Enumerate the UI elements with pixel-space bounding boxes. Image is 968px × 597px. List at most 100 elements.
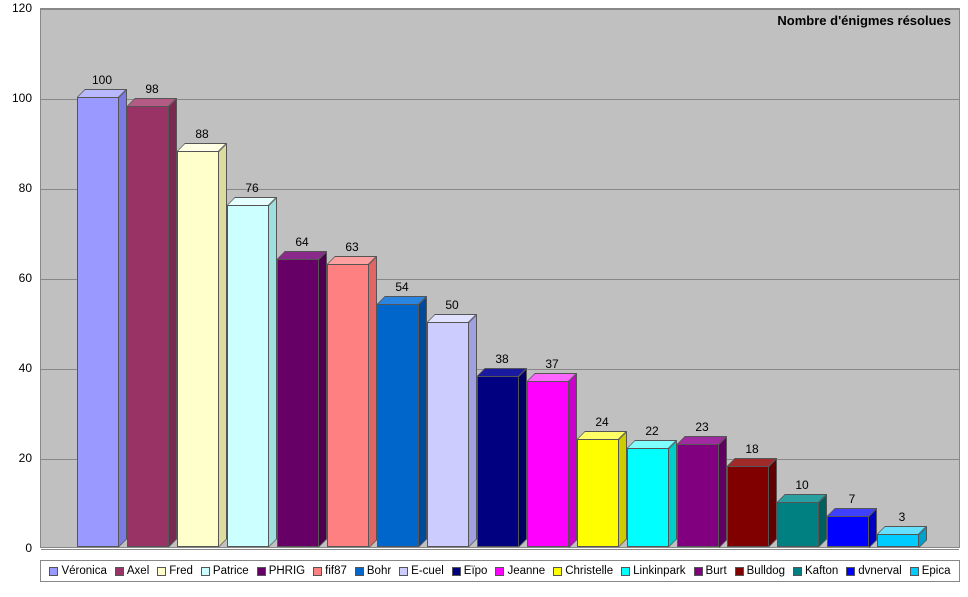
bar-value-label: 38 [481, 352, 523, 366]
bar-value-label: 24 [581, 415, 623, 429]
bar: 63 [327, 9, 369, 547]
bar-top [427, 314, 477, 322]
bar-side [419, 296, 427, 547]
legend-swatch [49, 567, 58, 576]
bar-top [177, 143, 227, 151]
legend-swatch [735, 567, 744, 576]
legend-item: Jeanne [495, 565, 545, 577]
legend-label: Fred [169, 565, 193, 577]
bar: 23 [677, 9, 719, 547]
bar-front [377, 304, 419, 547]
bar-front [327, 264, 369, 548]
bar-value-label: 7 [831, 492, 873, 506]
legend-item: Véronica [49, 565, 106, 577]
bar-side [369, 256, 377, 548]
legend-swatch [115, 567, 124, 576]
y-axis: 020406080100120 [0, 8, 36, 548]
legend-item: PHRIG [257, 565, 305, 577]
bars-region: 100988876646354503837242223181073 [41, 9, 959, 547]
bar-value-label: 76 [231, 181, 273, 195]
bar: 64 [277, 9, 319, 547]
bar: 3 [877, 9, 919, 547]
bar-front [477, 376, 519, 547]
bar-top [627, 440, 677, 448]
legend-label: Kafton [805, 565, 838, 577]
bar: 50 [427, 9, 469, 547]
bar-side [669, 440, 677, 547]
legend-label: Christelle [565, 565, 613, 577]
bar-top [677, 436, 727, 444]
bar-top [877, 526, 927, 534]
legend-swatch [621, 567, 630, 576]
bar-front [277, 259, 319, 547]
legend-swatch [553, 567, 562, 576]
y-tick-label: 80 [19, 181, 32, 195]
bar-value-label: 37 [531, 357, 573, 371]
legend-swatch [257, 567, 266, 576]
bar-front [777, 502, 819, 547]
bar-front [677, 444, 719, 548]
plot-area: Nombre d'énigmes résolues 10098887664635… [40, 8, 960, 548]
legend-swatch [355, 567, 364, 576]
legend-swatch [910, 567, 919, 576]
legend-item: Linkinpark [621, 565, 685, 577]
bar: 37 [527, 9, 569, 547]
bar: 18 [727, 9, 769, 547]
legend-item: Bohr [355, 565, 391, 577]
bar-front [627, 448, 669, 547]
bar-front [227, 205, 269, 547]
bar-front [577, 439, 619, 547]
bar-top [127, 98, 177, 106]
y-tick-label: 120 [12, 1, 32, 15]
bar-value-label: 98 [131, 82, 173, 96]
bar-value-label: 10 [781, 478, 823, 492]
bar-side [769, 458, 777, 547]
bar-value-label: 88 [181, 127, 223, 141]
legend-swatch [313, 567, 322, 576]
bar-side [619, 431, 627, 547]
legend-swatch [495, 567, 504, 576]
legend-item: Kafton [793, 565, 838, 577]
legend-item: Christelle [553, 565, 613, 577]
bar-top [527, 373, 577, 381]
legend-swatch [452, 567, 461, 576]
legend-label: Bohr [367, 565, 391, 577]
legend-label: Linkinpark [633, 565, 685, 577]
legend-item: E-cuel [399, 565, 444, 577]
legend-label: Jeanne [507, 565, 545, 577]
bar-side [819, 494, 827, 547]
bar-top [777, 494, 827, 502]
legend-label: PHRIG [269, 565, 305, 577]
y-tick-label: 20 [19, 451, 32, 465]
legend-swatch [157, 567, 166, 576]
bar-front [827, 516, 869, 548]
bar: 88 [177, 9, 219, 547]
bar-top [477, 368, 527, 376]
bar-value-label: 64 [281, 235, 323, 249]
bar-side [519, 368, 527, 547]
bar: 7 [827, 9, 869, 547]
bar-value-label: 54 [381, 280, 423, 294]
bar: 38 [477, 9, 519, 547]
legend-item: fif87 [313, 565, 347, 577]
legend-item: Patrice [201, 565, 249, 577]
legend-label: Burt [706, 565, 727, 577]
bar: 100 [77, 9, 119, 547]
legend-item: Bulldog [735, 565, 785, 577]
bar: 24 [577, 9, 619, 547]
bar-side [719, 436, 727, 548]
legend-swatch [846, 567, 855, 576]
y-tick-label: 0 [25, 541, 32, 555]
bar-front [527, 381, 569, 548]
bar-value-label: 63 [331, 240, 373, 254]
bar-side [569, 373, 577, 548]
bar-value-label: 50 [431, 298, 473, 312]
bar-front [427, 322, 469, 547]
legend-label: Bulldog [747, 565, 785, 577]
y-tick-label: 100 [12, 91, 32, 105]
bar: 10 [777, 9, 819, 547]
bar-top [227, 197, 277, 205]
bar-front [177, 151, 219, 547]
bar-top [377, 296, 427, 304]
legend-label: dvnerval [858, 565, 901, 577]
